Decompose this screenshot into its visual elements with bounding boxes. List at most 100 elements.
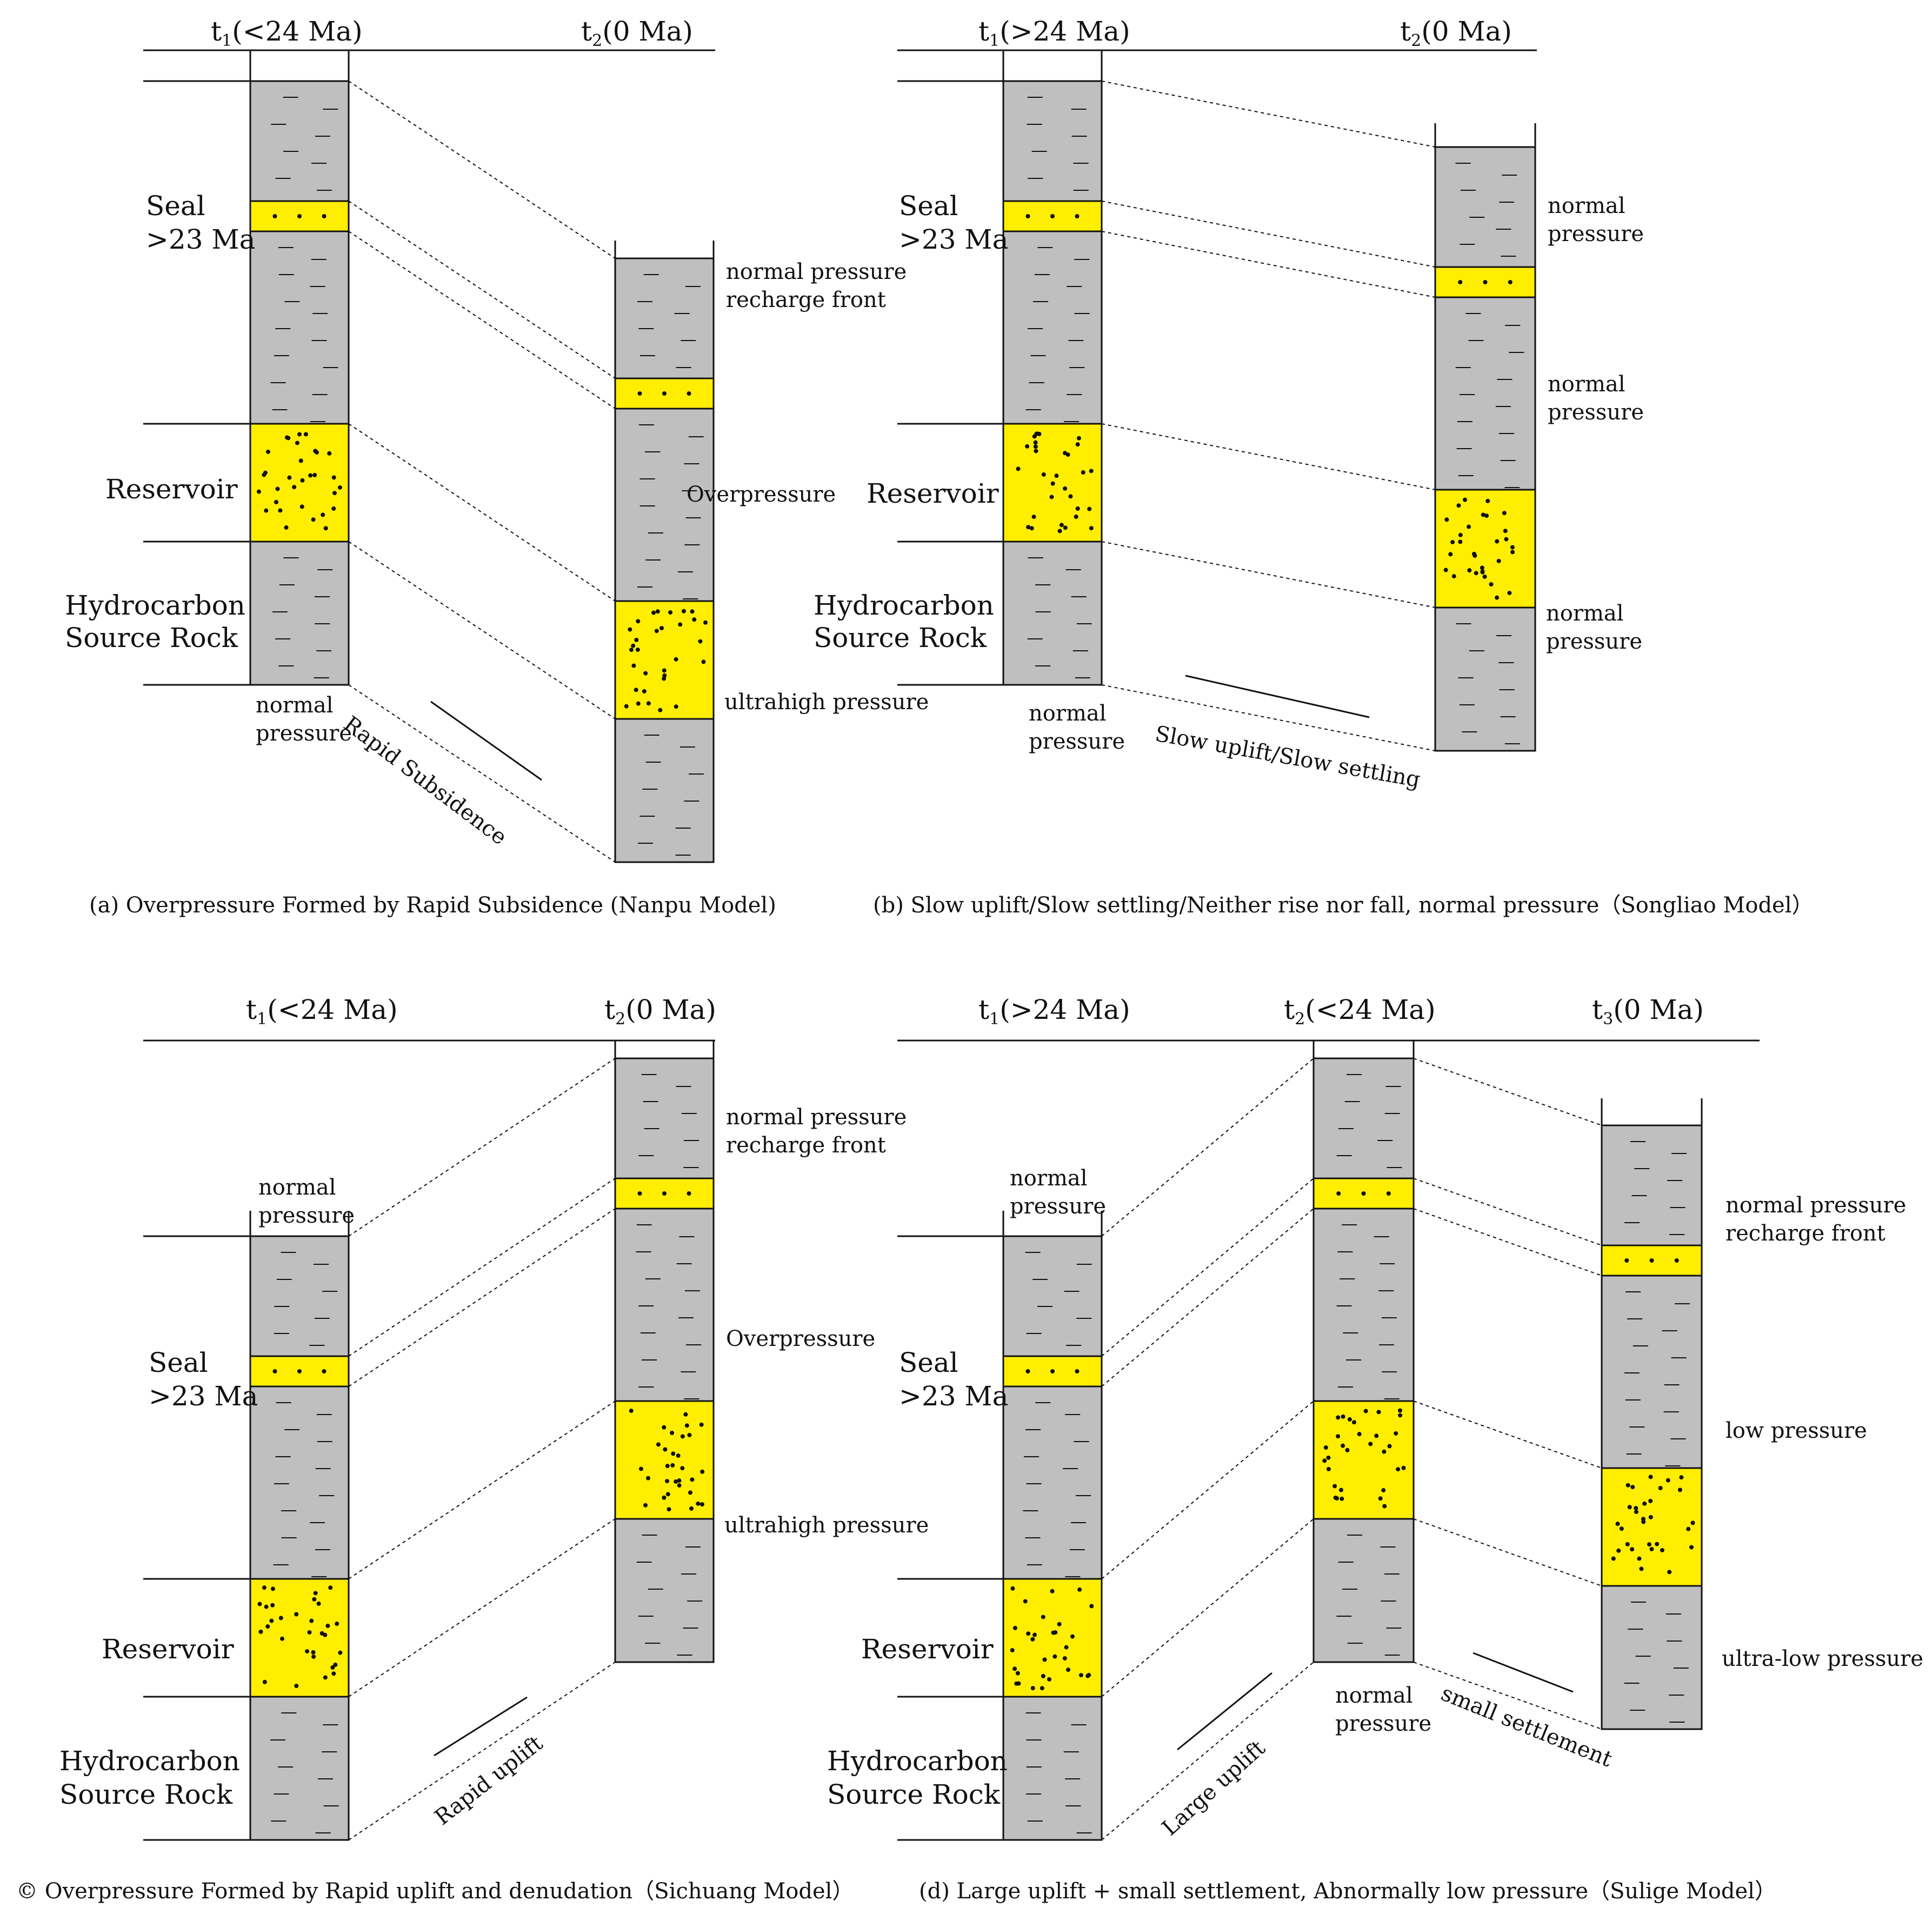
panel-d-correlation-line xyxy=(1101,1208,1314,1387)
sand-dot xyxy=(274,499,279,504)
sand-dot xyxy=(1052,1654,1057,1659)
sand-dot xyxy=(1507,591,1512,596)
sand-dot xyxy=(662,391,667,396)
sand-dot xyxy=(314,450,319,455)
sand-dot xyxy=(1010,1586,1015,1591)
sand-dot xyxy=(319,1631,324,1636)
sand-dot xyxy=(1394,1431,1398,1436)
sand-dot xyxy=(298,458,303,463)
sand-dot xyxy=(1627,1505,1632,1510)
sand-dot xyxy=(1340,1496,1344,1501)
panel-a-correlation-line xyxy=(348,684,616,863)
sand-dot xyxy=(338,1650,343,1655)
sand-dot xyxy=(677,1478,682,1483)
sand-dot xyxy=(1033,444,1038,449)
panel-d-t2-header: t2(<24 Ma) xyxy=(1284,994,1436,1029)
sand-dot xyxy=(643,671,648,676)
panel-d-t2-column-shale xyxy=(1313,1518,1415,1663)
sand-dot xyxy=(1674,1258,1679,1263)
sand-dot xyxy=(1374,1433,1379,1438)
sand-dot xyxy=(1075,442,1080,447)
sand-dot xyxy=(665,1479,670,1484)
sand-dot xyxy=(1458,280,1463,284)
panel-b-correlation-line xyxy=(1101,231,1436,298)
panel-c-correlation-line xyxy=(348,1058,616,1237)
sand-dot xyxy=(256,489,261,494)
sand-dot xyxy=(1647,1542,1651,1547)
sand-dot xyxy=(1690,1520,1695,1525)
panel-c-caption: © Overpressure Formed by Rapid uplift an… xyxy=(16,1879,854,1904)
sand-dot xyxy=(689,1506,694,1511)
sand-dot xyxy=(631,663,636,668)
sand-dot xyxy=(1496,558,1501,563)
sand-dot xyxy=(1050,1589,1055,1593)
sand-dot xyxy=(1075,214,1080,218)
sand-dot xyxy=(1495,539,1500,544)
sand-dot xyxy=(264,1604,269,1609)
panel-c-top-pressure: normal xyxy=(258,1175,336,1200)
sand-dot xyxy=(1444,517,1449,522)
sand-dot xyxy=(634,688,638,692)
sand-dot xyxy=(665,1464,670,1469)
panel-c-seal-label: Seal xyxy=(149,1347,208,1378)
sand-dot xyxy=(1070,1634,1075,1639)
sand-dot xyxy=(257,1602,262,1606)
sand-dot xyxy=(1089,469,1094,474)
panel-d-t1-column-shale xyxy=(1002,1696,1103,1841)
sand-dot xyxy=(1368,1442,1373,1446)
sand-dot xyxy=(1686,1526,1691,1531)
panel-d-t3-column-shale xyxy=(1601,1275,1703,1469)
panel-b-bottom-pressure-2: pressure xyxy=(1029,729,1125,754)
sand-dot xyxy=(690,609,695,614)
sand-dot xyxy=(1062,1656,1067,1660)
sand-dot xyxy=(1467,524,1471,529)
sand-dot xyxy=(1648,1515,1653,1519)
sand-dot xyxy=(331,506,336,511)
sand-dot xyxy=(662,1191,667,1196)
panel-d-seal-label: Seal xyxy=(899,1347,958,1378)
panel-d-source-label: Hydrocarbon xyxy=(827,1745,1008,1777)
panel-d-pressure-low: ultra-low pressure xyxy=(1722,1646,1923,1671)
panel-d-correlation-line xyxy=(1101,1178,1314,1357)
sand-dot xyxy=(1443,568,1448,572)
panel-a-t1-column-reservoir xyxy=(249,423,350,543)
sand-dot xyxy=(1025,214,1030,218)
sand-dot xyxy=(1341,1414,1345,1419)
panel-d-t2-column-shale xyxy=(1313,1208,1415,1402)
sand-dot xyxy=(1677,1488,1682,1492)
panel-a-trend-label: Rapid Subsidence xyxy=(339,711,511,850)
panel-a-t2-column-reservoir xyxy=(614,600,715,720)
sand-dot xyxy=(637,391,642,396)
sand-dot xyxy=(1480,565,1484,570)
sand-dot xyxy=(331,475,336,480)
sand-dot xyxy=(333,1662,338,1667)
sand-dot xyxy=(1334,1496,1339,1500)
panel-d-mid-pressure-2: pressure xyxy=(1335,1711,1431,1736)
sand-dot xyxy=(316,1601,321,1606)
sand-dot xyxy=(1050,481,1055,486)
panel-a-t1-column-shale xyxy=(249,230,350,425)
sand-dot xyxy=(1504,537,1509,542)
panel-b-seal-age: >23 Ma xyxy=(899,224,1008,255)
panel-a-bottom-pressure: normal xyxy=(256,693,334,718)
sand-dot xyxy=(335,1621,339,1626)
panel-c-correlation-line xyxy=(348,1518,616,1697)
panel-a-caption: (a) Overpressure Formed by Rapid Subside… xyxy=(89,893,776,918)
sand-dot xyxy=(637,1191,642,1196)
sand-dot xyxy=(265,449,270,454)
panel-d-correlation-line xyxy=(1413,1401,1602,1469)
panel-c-t1-column-reservoir xyxy=(249,1578,350,1698)
sand-dot xyxy=(1510,550,1515,555)
sand-dot xyxy=(292,485,297,490)
sand-dot xyxy=(307,1630,312,1635)
sand-dot xyxy=(1485,498,1490,503)
panel-a-pressure-low: ultrahigh pressure xyxy=(724,690,929,715)
sand-dot xyxy=(297,1369,302,1373)
panel-a-bottom-pressure-2: pressure xyxy=(256,721,352,746)
sand-dot xyxy=(265,1624,270,1629)
sand-dot xyxy=(1026,525,1031,530)
sand-dot xyxy=(1345,1448,1350,1452)
panel-b-t2-column-shale xyxy=(1434,146,1536,268)
sand-dot xyxy=(262,472,267,477)
